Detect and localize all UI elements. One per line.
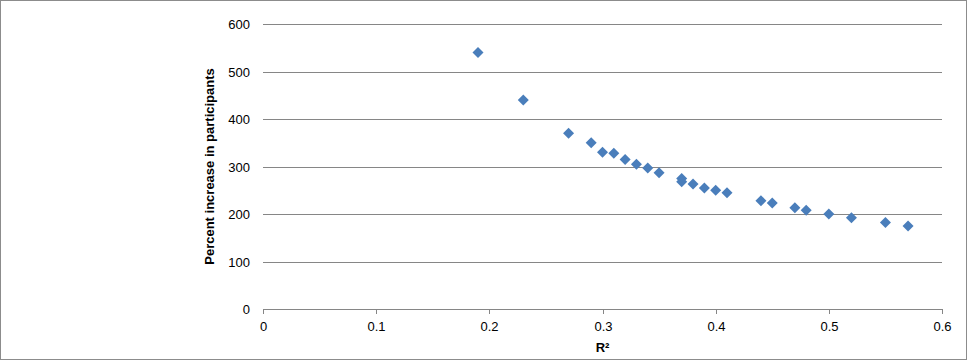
data-point	[597, 147, 608, 158]
data-point	[688, 179, 699, 190]
y-grid-line	[263, 119, 942, 120]
data-point	[608, 148, 619, 159]
x-tick-label: 0.1	[367, 319, 385, 334]
data-point	[563, 128, 574, 139]
x-axis-line	[263, 309, 942, 310]
x-tick-mark	[263, 309, 264, 314]
x-axis-title: R²	[596, 340, 610, 355]
y-tick-label: 0	[243, 302, 250, 317]
y-tick-label: 100	[228, 255, 250, 270]
y-axis-title: Percent increase in participants	[202, 68, 217, 265]
y-tick-label: 400	[228, 112, 250, 127]
x-tick-label: 0.5	[820, 319, 838, 334]
chart-frame	[1, 1, 967, 360]
x-tick-label: 0.6	[933, 319, 951, 334]
points-group	[473, 47, 914, 231]
data-point	[823, 209, 834, 220]
x-tick-label: 0.3	[594, 319, 612, 334]
data-point	[721, 187, 732, 198]
data-point	[767, 198, 778, 209]
data-point	[473, 47, 484, 58]
data-point	[880, 217, 891, 228]
y-grid-line	[263, 262, 942, 263]
data-point	[654, 167, 665, 178]
y-tick-label: 300	[228, 160, 250, 175]
y-grid-line	[263, 24, 942, 25]
x-tick-label: 0.4	[707, 319, 725, 334]
x-tick-label: 0.2	[480, 319, 498, 334]
y-grid-line	[263, 309, 942, 310]
chart-container: 0 100 200 300 400 500 600 0 0.1 0.2 0.3 0.4 0.5 0.6 R²…	[0, 0, 967, 360]
data-point	[710, 185, 721, 196]
x-tick-mark	[716, 309, 717, 314]
data-point	[676, 176, 687, 187]
x-tick-mark	[942, 309, 943, 314]
x-tick-mark	[376, 309, 377, 314]
x-tick-mark	[829, 309, 830, 314]
data-point	[699, 182, 710, 193]
chart-svg: 0 100 200 300 400 500 600 0 0.1 0.2 0.3 0.4 0.5 0.6 R²…	[0, 0, 967, 360]
x-tick-mark	[489, 309, 490, 314]
y-grid-line	[263, 214, 942, 215]
data-point	[631, 159, 642, 170]
data-point	[518, 95, 529, 106]
data-point	[586, 137, 597, 148]
y-grid-line	[263, 72, 942, 73]
x-tick-label: 0	[260, 319, 267, 334]
data-point	[642, 162, 653, 173]
data-point	[789, 202, 800, 213]
y-tick-label: 500	[228, 65, 250, 80]
y-tick-label: 200	[228, 207, 250, 222]
data-point	[801, 205, 812, 216]
data-point	[620, 154, 631, 165]
y-grid-line	[263, 167, 942, 168]
x-tick-mark	[603, 309, 604, 314]
y-tick-label: 600	[228, 17, 250, 32]
data-point	[755, 195, 766, 206]
data-point	[903, 220, 914, 231]
data-point	[846, 212, 857, 223]
